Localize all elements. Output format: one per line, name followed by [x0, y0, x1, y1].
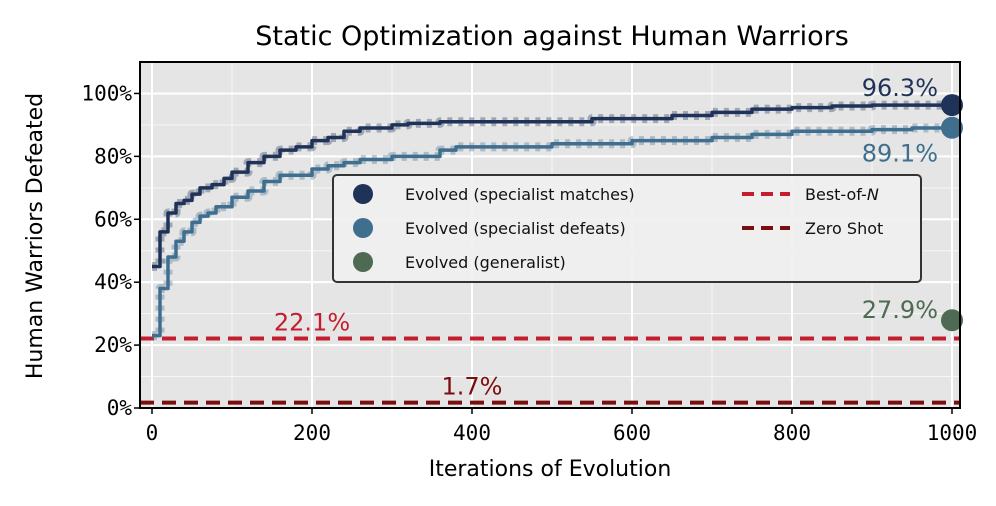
x-tick-label: 400 — [453, 421, 491, 445]
x-axis-ticks: 0 200 400 600 800 1000 — [146, 408, 978, 445]
plot-frame — [139, 61, 961, 409]
endpoint-specialist-defeats — [941, 116, 963, 139]
annotation-specialist-matches: 96.3% — [862, 74, 938, 102]
x-tick-label: 800 — [773, 421, 811, 445]
y-tick-label: 0% — [107, 396, 133, 420]
series-layer — [152, 100, 957, 341]
series-line-specialist-matches — [152, 103, 952, 269]
x-tick-label: 600 — [613, 421, 651, 445]
x-tick-label: 0 — [146, 421, 159, 445]
y-tick-label: 40% — [94, 270, 132, 294]
legend-marker-specialist-matches — [353, 184, 373, 204]
y-tick-label: 60% — [94, 207, 132, 231]
legend-label-specialist-defeats: Evolved (specialist defeats) — [405, 219, 626, 238]
legend-label-best-of-n-var: N — [867, 185, 879, 204]
y-tick-label: 20% — [94, 333, 132, 357]
legend-box — [332, 174, 922, 283]
legend-marker-specialist-defeats — [353, 218, 373, 238]
y-axis-label: Human Warriors Defeated — [23, 93, 48, 379]
legend-marker-generalist — [353, 252, 373, 272]
endpoint-specialist-matches — [941, 94, 963, 117]
endpoint-generalist — [941, 309, 963, 332]
annotation-generalist: 27.9% — [862, 296, 938, 324]
x-axis-label: Iterations of Evolution — [429, 457, 672, 482]
legend-label-generalist: Evolved (generalist) — [405, 253, 566, 272]
annotation-specialist-defeats: 89.1% — [862, 140, 938, 168]
chart-title: Static Optimization against Human Warrio… — [255, 21, 849, 52]
legend-label-zero-shot: Zero Shot — [805, 219, 883, 238]
legend-label-specialist-matches: Evolved (specialist matches) — [405, 185, 635, 204]
endpoint-markers — [941, 94, 963, 332]
annotation-zero-shot: 1.7% — [442, 373, 503, 401]
x-tick-label: 1000 — [927, 421, 978, 445]
y-axis-ticks: 0% 20% 40% 60% 80% 100% — [81, 81, 140, 420]
legend: Evolved (specialist matches) Evolved (sp… — [332, 174, 922, 283]
legend-label-best-of-n: Best-of-N — [805, 185, 879, 204]
annotation-best-of-n: 22.1% — [274, 308, 350, 336]
series-line-specialist-defeats — [152, 126, 954, 338]
value-annotations: 96.3% 89.1% 27.9% 22.1% 1.7% — [274, 74, 938, 401]
legend-label-best-of-n-text: Best-of- — [805, 185, 867, 204]
y-tick-label: 100% — [81, 81, 132, 105]
y-tick-label: 80% — [94, 144, 132, 168]
reference-lines — [140, 336, 960, 405]
x-tick-label: 200 — [293, 421, 331, 445]
